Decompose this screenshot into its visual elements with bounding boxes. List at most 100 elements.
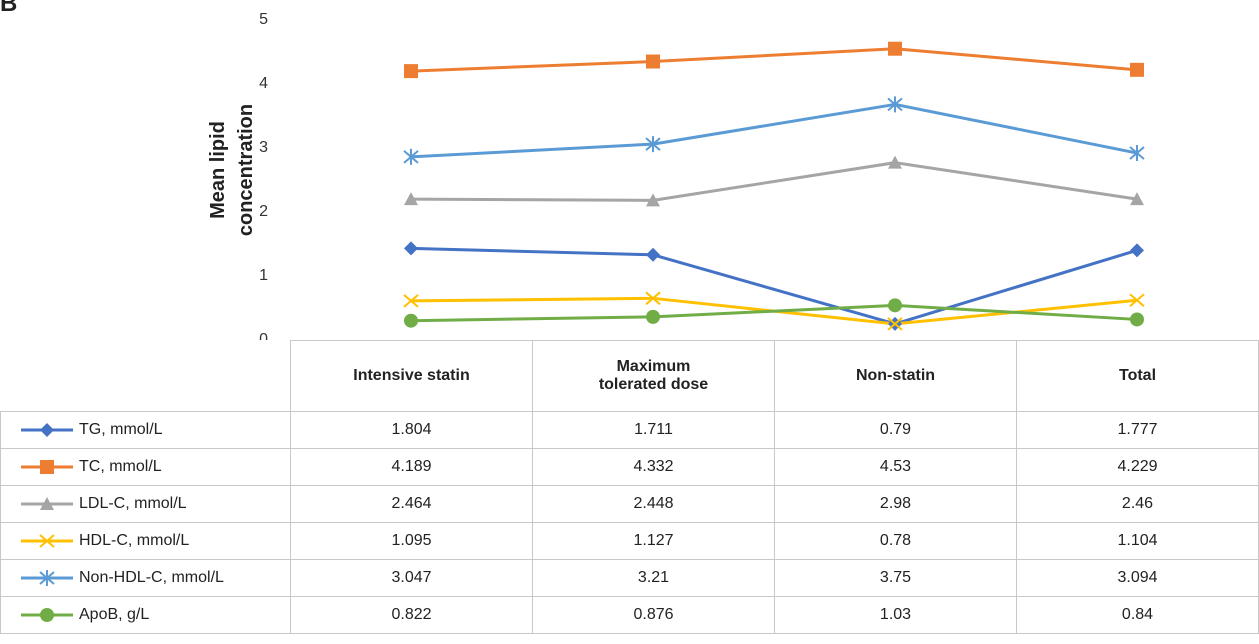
y-tick-label: 4: [259, 75, 268, 92]
table-row: TG, mmol/L 1.804 1.711 0.79 1.777: [0, 411, 1259, 449]
legend-key-icon: [19, 495, 75, 513]
data-point-marker: [888, 298, 902, 313]
category-header: Intensive statin: [290, 340, 533, 412]
data-point-marker: [404, 64, 418, 79]
data-point-marker: [888, 41, 902, 56]
table-row: ApoB, g/L 0.822 0.876 1.03 0.84: [0, 596, 1259, 634]
series-line: [410, 246, 1138, 326]
data-point-marker: [40, 459, 54, 474]
data-point-marker: [645, 136, 661, 153]
table-row: Non-HDL-C, mmol/L 3.047 3.21 3.75 3.094: [0, 559, 1259, 597]
data-point-marker: [1129, 293, 1145, 307]
series-line: [410, 161, 1138, 202]
table-cell: 0.79: [774, 411, 1017, 449]
y-tick-label: 2: [259, 203, 268, 220]
table-cell: 0.78: [774, 522, 1017, 560]
legend-entry: Non-HDL-C, mmol/L: [0, 559, 291, 597]
table-cell: 2.448: [532, 485, 775, 523]
data-point-marker: [646, 54, 660, 69]
series-line: [410, 47, 1138, 73]
table-cell: 3.094: [1016, 559, 1259, 597]
series-markers: [403, 41, 1145, 331]
data-point-marker: [40, 607, 54, 622]
data-point-marker: [1129, 145, 1145, 162]
category-header-row: Intensive statin Maximum tolerated dose Non…: [0, 340, 1259, 412]
table-cell: 4.53: [774, 448, 1017, 486]
y-axis-label-line-2: concentration: [235, 104, 257, 236]
data-point-marker: [1130, 312, 1144, 327]
legend-label: LDL-C, mmol/L: [79, 495, 187, 513]
data-point-marker: [887, 317, 903, 331]
data-point-marker: [404, 192, 418, 206]
legend-key-icon: [19, 458, 75, 476]
table-cell: 1.03: [774, 596, 1017, 634]
table-cell: 1.777: [1016, 411, 1259, 449]
data-point-marker: [1130, 62, 1144, 77]
table-cell: 1.104: [1016, 522, 1259, 560]
table-cell: 3.21: [532, 559, 775, 597]
legend-label: TG, mmol/L: [79, 421, 163, 439]
series-lines: [410, 47, 1138, 326]
series-line: [410, 102, 1138, 159]
data-point-marker: [404, 241, 418, 256]
legend-label: HDL-C, mmol/L: [79, 532, 190, 550]
legend-key-icon: [19, 606, 75, 624]
table-cell: 4.189: [290, 448, 533, 486]
legend-label: Non-HDL-C, mmol/L: [79, 569, 224, 587]
legend-entry: TC, mmol/L: [0, 448, 291, 486]
table-cell: 3.75: [774, 559, 1017, 597]
data-point-marker: [39, 534, 55, 548]
data-point-marker: [404, 313, 418, 328]
data-point-marker: [403, 294, 419, 308]
legend-key-icon: [19, 421, 75, 439]
category-header: Non-statin: [774, 340, 1017, 412]
table-cell: 4.332: [532, 448, 775, 486]
y-axis-label: Mean lipid concentration: [194, 55, 268, 285]
y-axis-label-line-1: Mean lipid: [207, 121, 229, 219]
series-line: [410, 303, 1138, 323]
category-header: Maximum tolerated dose: [532, 340, 775, 412]
data-point-marker: [888, 155, 902, 169]
legend-entry: ApoB, g/L: [0, 596, 291, 634]
data-point-marker: [646, 247, 660, 262]
y-tick-label: 3: [259, 139, 268, 156]
table-cell: 2.98: [774, 485, 1017, 523]
legend-entry: HDL-C, mmol/L: [0, 522, 291, 560]
legend-label: ApoB, g/L: [79, 606, 150, 624]
legend-entry: TG, mmol/L: [0, 411, 291, 449]
data-point-marker: [403, 148, 419, 165]
data-point-marker: [1130, 243, 1144, 258]
table-cell: 1.804: [290, 411, 533, 449]
category-header: Total: [1016, 340, 1259, 412]
legend-key-icon: [19, 532, 75, 550]
table-cell: 0.822: [290, 596, 533, 634]
data-table: Intensive statin Maximum tolerated dose Non…: [0, 340, 1259, 634]
data-point-marker: [40, 496, 54, 510]
table-cell: 1.711: [532, 411, 775, 449]
table-row: TC, mmol/L 4.189 4.332 4.53 4.229: [0, 448, 1259, 486]
table-cell: 1.095: [290, 522, 533, 560]
table-cell: 1.127: [532, 522, 775, 560]
table-body: TG, mmol/L 1.804 1.711 0.79 1.777 TC, mmol/L 4…: [0, 411, 1259, 634]
legend-key-icon: [19, 569, 75, 587]
data-point-marker: [645, 291, 661, 306]
y-tick-label: 1: [259, 267, 268, 284]
table-cell: 0.876: [532, 596, 775, 634]
y-axis-ticks: 0 1 2 3 4 5: [259, 11, 268, 340]
data-point-marker: [1130, 192, 1144, 206]
legend-entry: LDL-C, mmol/L: [0, 485, 291, 523]
data-point-marker: [646, 193, 660, 207]
y-tick-label: 5: [259, 11, 268, 28]
panel-label: B: [0, 0, 18, 17]
table-cell: 4.229: [1016, 448, 1259, 486]
table-cell: 2.46: [1016, 485, 1259, 523]
y-tick-label: 0: [259, 331, 268, 340]
line-chart: 0 1 2 3 4 5: [259, 11, 1145, 340]
table-row: HDL-C, mmol/L 1.095 1.127 0.78 1.104: [0, 522, 1259, 560]
data-point-marker: [887, 96, 903, 113]
data-point-marker: [646, 309, 660, 324]
data-point-marker: [40, 422, 54, 437]
data-point-marker: [39, 569, 55, 586]
table-cell: 3.047: [290, 559, 533, 597]
table-cell: 2.464: [290, 485, 533, 523]
